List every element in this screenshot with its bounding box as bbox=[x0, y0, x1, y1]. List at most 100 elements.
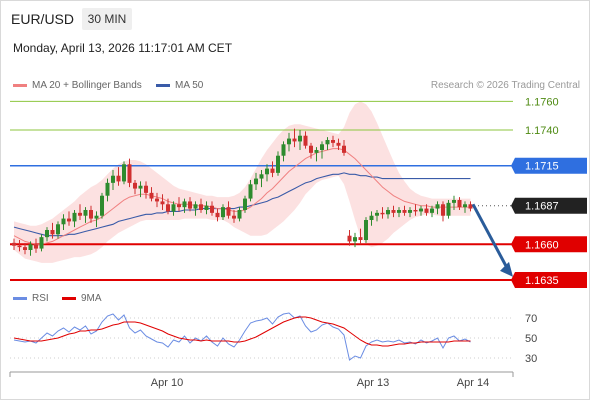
candle-body bbox=[149, 192, 154, 199]
rsi-swatch-icon bbox=[13, 296, 27, 300]
candle-body bbox=[23, 247, 27, 250]
candle-body bbox=[441, 204, 445, 216]
candle-body bbox=[336, 142, 341, 146]
candle-body bbox=[45, 230, 49, 238]
candle-body bbox=[166, 204, 170, 212]
ma20-swatch-icon bbox=[13, 83, 27, 87]
candle-body bbox=[397, 210, 401, 213]
candle-body bbox=[468, 204, 473, 209]
level-label-1.1740: 1.1740 bbox=[525, 125, 559, 137]
candle-body bbox=[287, 138, 291, 145]
rsi-ma-swatch-icon bbox=[62, 296, 76, 300]
candle-body bbox=[127, 164, 132, 183]
rsi-tick-70: 70 bbox=[525, 313, 537, 325]
candle-body bbox=[281, 144, 286, 156]
candle-body bbox=[215, 212, 220, 218]
candle-body bbox=[61, 218, 66, 225]
candle-body bbox=[342, 145, 346, 153]
candle-body bbox=[314, 150, 319, 153]
level-tag-1.1660 bbox=[511, 236, 587, 253]
candle-body bbox=[56, 224, 60, 235]
x-tick-label: Apr 10 bbox=[151, 377, 183, 389]
candle-body bbox=[182, 201, 187, 208]
candle-body bbox=[100, 195, 104, 216]
candle-body bbox=[309, 145, 313, 153]
level-label-1.1715: 1.1715 bbox=[525, 161, 559, 173]
level-tag-1.1635 bbox=[511, 272, 587, 288]
candle-body bbox=[325, 140, 330, 145]
candle-body bbox=[386, 210, 390, 215]
candle-body bbox=[89, 210, 93, 219]
candle-body bbox=[232, 215, 236, 219]
candle-body bbox=[210, 205, 214, 213]
candle-body bbox=[254, 178, 258, 185]
level-label-1.1687: 1.1687 bbox=[525, 201, 559, 213]
candle-body bbox=[138, 185, 143, 189]
level-tag-1.1687 bbox=[511, 197, 587, 214]
candle-body bbox=[430, 208, 434, 213]
level-label-1.1660: 1.1660 bbox=[525, 239, 559, 251]
candle-body bbox=[122, 164, 126, 182]
candle-body bbox=[298, 135, 302, 142]
timeframe-button[interactable]: 30 MIN bbox=[82, 8, 132, 30]
rsi-series-9MA bbox=[13, 316, 471, 347]
candle-body bbox=[243, 198, 247, 210]
ma50-swatch-icon bbox=[156, 83, 170, 87]
level-tag-1.1715 bbox=[511, 157, 587, 174]
ma20-line bbox=[13, 148, 471, 245]
candle-body bbox=[177, 204, 181, 208]
credit-label: Research © 2026 Trading Central bbox=[430, 80, 580, 91]
rsi-tick-50: 50 bbox=[525, 333, 537, 345]
candle-body bbox=[259, 174, 264, 179]
candle-body bbox=[331, 140, 335, 143]
legend-ma20: MA 20 + Bollinger Bands bbox=[13, 80, 142, 91]
datetime-label: Monday, April 13, 2026 11:17:01 AM CET bbox=[13, 41, 233, 55]
x-tick-label: Apr 14 bbox=[457, 377, 489, 389]
candle-body bbox=[160, 201, 165, 205]
symbol-title: EUR/USD bbox=[11, 11, 75, 27]
candle-body bbox=[34, 244, 38, 249]
candle-body bbox=[50, 230, 55, 235]
legend-rsi-ma-label: 9MA bbox=[81, 293, 102, 304]
legend-rsi-ma: 9MA bbox=[62, 293, 102, 304]
candle-body bbox=[402, 210, 407, 213]
candle-body bbox=[171, 204, 176, 212]
candle-body bbox=[237, 210, 242, 219]
candle-body bbox=[413, 210, 418, 212]
ma50-line bbox=[13, 172, 471, 237]
legend-ma50-label: MA 50 bbox=[175, 80, 204, 91]
candle-body bbox=[12, 242, 16, 246]
legend-ma20-label: MA 20 + Bollinger Bands bbox=[32, 80, 142, 91]
candle-body bbox=[248, 184, 253, 199]
candle-body bbox=[188, 201, 192, 209]
candle-body bbox=[94, 215, 99, 219]
level-label-1.1760: 1.1760 bbox=[525, 96, 559, 108]
candle-body bbox=[369, 215, 374, 220]
x-tick-label: Apr 13 bbox=[357, 377, 389, 389]
candle-body bbox=[199, 204, 203, 210]
candle-body bbox=[72, 212, 77, 222]
bollinger-band bbox=[14, 101, 471, 263]
candle-body bbox=[364, 220, 368, 240]
forecast-arrow-icon bbox=[500, 261, 513, 277]
candle-body bbox=[17, 245, 22, 248]
rsi-tick-30: 30 bbox=[525, 353, 537, 365]
candle-body bbox=[28, 244, 33, 250]
candle-body bbox=[221, 207, 225, 218]
candle-body bbox=[391, 210, 396, 213]
candle-body bbox=[457, 200, 462, 208]
candle-body bbox=[408, 210, 412, 213]
candle-body bbox=[424, 208, 429, 213]
candle-body bbox=[78, 212, 82, 216]
candle-body bbox=[83, 210, 88, 216]
legend-rsi: RSI bbox=[13, 293, 49, 304]
candle-body bbox=[419, 208, 423, 212]
candle-body bbox=[435, 204, 440, 209]
legend-rsi-label: RSI bbox=[32, 293, 49, 304]
candle-body bbox=[292, 138, 297, 142]
candle-body bbox=[265, 168, 269, 175]
candle-body bbox=[193, 204, 198, 209]
candle-body bbox=[116, 175, 121, 182]
candle-body bbox=[155, 198, 159, 202]
